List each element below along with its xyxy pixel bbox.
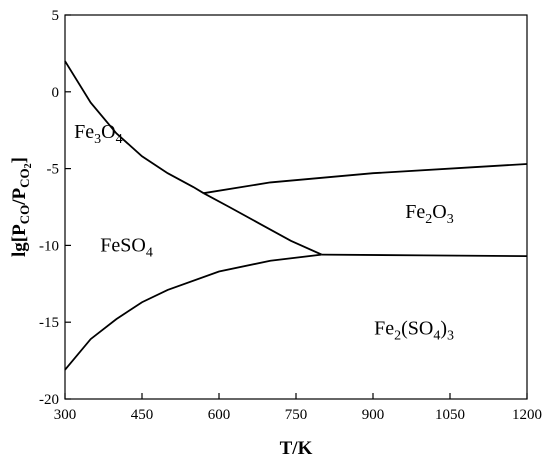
y-tick-label: -10	[39, 238, 59, 254]
region-label-3: FeSO4	[100, 235, 153, 261]
x-tick-label: 900	[362, 407, 385, 423]
x-tick-label: 1050	[435, 407, 465, 423]
plot-frame	[64, 14, 528, 400]
y-tick-label: 0	[52, 85, 60, 101]
x-tick-label: 600	[208, 407, 231, 423]
y-tick-label: -5	[47, 162, 60, 178]
x-tick-label: 1200	[512, 407, 542, 423]
region-label-2: Fe2O3	[405, 201, 453, 227]
x-tick-label: 450	[131, 407, 154, 423]
region-label-1: Fe3O4	[74, 121, 122, 147]
y-tick-label: -20	[39, 392, 59, 408]
x-tick-label: 300	[54, 407, 77, 423]
y-tick-label: 5	[52, 8, 60, 24]
phase-boundary-2	[203, 192, 323, 256]
phase-boundary-4	[64, 253, 322, 371]
y-axis-title: lg[PCO/PCO2]	[9, 157, 34, 257]
x-axis-title: T/K	[280, 438, 313, 459]
phase-boundary-3	[203, 163, 528, 195]
y-tick-label: -15	[39, 315, 59, 331]
x-tick-label: 750	[285, 407, 308, 423]
phase-boundary-5	[321, 253, 528, 258]
phase-boundary-1	[64, 60, 205, 194]
region-label-4: Fe2(SO4)3	[374, 317, 454, 343]
